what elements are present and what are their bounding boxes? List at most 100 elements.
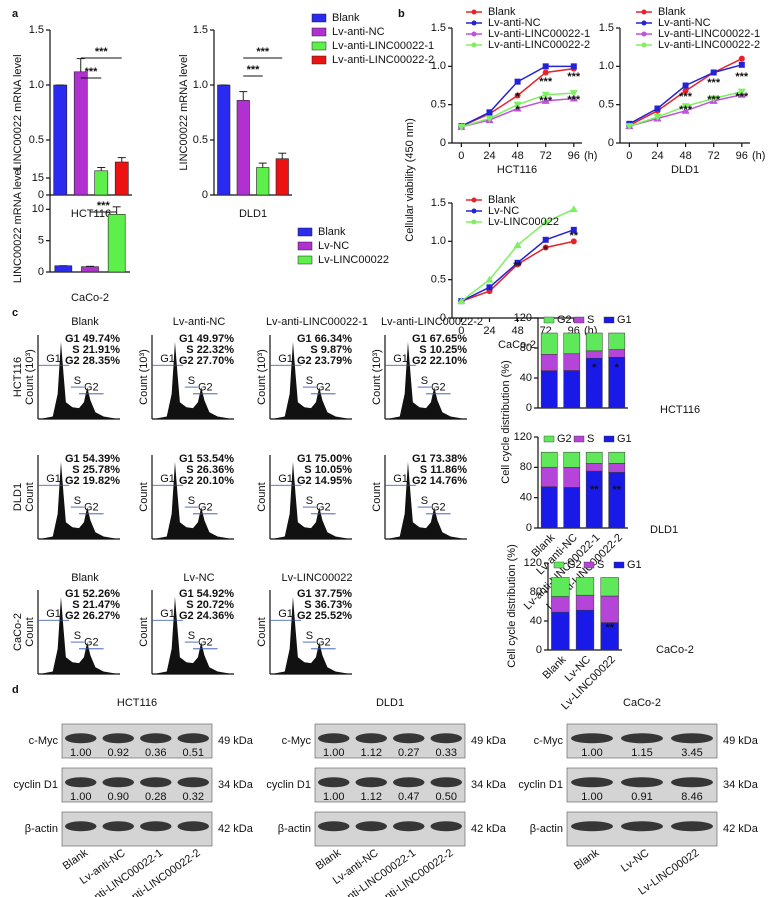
bar-segment xyxy=(551,596,570,613)
bar-segment xyxy=(563,370,581,409)
phase-stat: G1 53.54% xyxy=(179,453,234,465)
phase-stat: G2 23.79% xyxy=(297,355,352,367)
marker xyxy=(682,82,689,89)
marker xyxy=(737,88,746,96)
count-label: Count xyxy=(24,482,36,511)
bar-segment xyxy=(563,353,581,371)
histogram xyxy=(153,461,233,539)
legend-marker xyxy=(641,31,647,37)
bar-segment xyxy=(608,332,626,350)
band xyxy=(65,821,97,832)
band xyxy=(355,777,387,788)
significance: *** xyxy=(567,94,581,106)
kda-label: 34 kDa xyxy=(218,779,254,791)
legend-marker xyxy=(641,42,647,48)
kda-label: 49 kDa xyxy=(723,735,759,747)
phase-stat: G1 73.38% xyxy=(412,453,467,465)
band-quant: 1.15 xyxy=(631,747,652,759)
band-quant: 8.46 xyxy=(681,791,702,803)
y-tick-label: 0.5 xyxy=(431,274,446,286)
band xyxy=(621,777,663,788)
x-tick-label: 24 xyxy=(483,150,495,162)
count-label: Count xyxy=(256,617,268,646)
gate-label: G2 xyxy=(84,502,99,514)
marker xyxy=(541,96,550,104)
x-tick-label: 48 xyxy=(679,150,691,162)
y-tick-label: 1.5 xyxy=(431,22,446,34)
gate-label: G1 xyxy=(393,473,408,485)
gate-label: G1 xyxy=(278,353,293,365)
y-tick-label: 80 xyxy=(530,586,542,598)
gate-label: G1 xyxy=(46,473,61,485)
legend-marker xyxy=(471,20,477,26)
x-axis-title: DLD1 xyxy=(671,164,699,176)
bar xyxy=(81,266,99,273)
gate-label: G2 xyxy=(431,502,446,514)
y-axis-title: Cell cycle distribution (%) xyxy=(500,360,512,483)
x-axis-title: CaCo-2 xyxy=(71,292,109,304)
band-quant: 1.00 xyxy=(581,791,602,803)
phase-stat: S 36.73% xyxy=(304,599,352,611)
bar-segment xyxy=(585,451,603,464)
phase-stat: G1 75.00% xyxy=(297,453,352,465)
band-quant: 0.91 xyxy=(631,791,652,803)
gate-label: S xyxy=(306,630,313,642)
marker xyxy=(542,244,549,251)
protein-label: cyclin D1 xyxy=(266,779,311,791)
bar-segment xyxy=(575,577,595,596)
marker xyxy=(514,78,521,85)
gate-label: G1 xyxy=(46,608,61,620)
gate-label: G1 xyxy=(46,353,61,365)
phase-stat: S 26.36% xyxy=(186,464,234,476)
marker xyxy=(457,123,466,131)
blot-title: HCT116 xyxy=(117,697,157,709)
y-tick-label: 40 xyxy=(520,492,532,504)
y-tick-label: 1.5 xyxy=(431,197,446,209)
x-tick-label: 48 xyxy=(511,325,523,337)
significance: *** xyxy=(707,77,721,89)
marker xyxy=(570,226,577,233)
y-axis-title: Cellular viability (450 nm) xyxy=(404,118,416,242)
y-tick-label: 0.5 xyxy=(431,99,446,111)
legend-swatch xyxy=(573,316,585,324)
bar xyxy=(114,161,129,196)
kda-label: 49 kDa xyxy=(471,735,507,747)
bar xyxy=(256,167,270,196)
histogram xyxy=(39,461,119,539)
marker xyxy=(513,241,522,249)
marker xyxy=(681,103,690,111)
kda-label: 34 kDa xyxy=(723,779,759,791)
legend-label: Lv-NC xyxy=(318,240,349,252)
panel-letter: c xyxy=(12,307,18,319)
band-quant: 0.27 xyxy=(398,747,419,759)
band xyxy=(65,733,97,744)
y-tick-label: 120 xyxy=(524,557,542,569)
column-header: Lv-LINC00022 xyxy=(282,572,353,584)
gate-label: G2 xyxy=(316,637,331,649)
legend-marker xyxy=(471,31,477,37)
band xyxy=(177,733,209,744)
cell-line-label: CaCo-2 xyxy=(656,644,694,656)
y-tick-label: 0 xyxy=(608,137,614,149)
marker xyxy=(682,87,689,94)
band xyxy=(355,733,387,744)
y-tick-label: 1.0 xyxy=(599,60,614,72)
band-quant: 1.00 xyxy=(323,747,344,759)
legend-swatch xyxy=(553,561,565,569)
x-tick-label: 72 xyxy=(540,150,552,162)
column-header: Lv-anti-LINC00022-1 xyxy=(266,316,368,328)
legend-swatch xyxy=(583,561,595,569)
bar-segment xyxy=(563,487,581,529)
error-bar xyxy=(76,58,85,72)
gate-label: G1 xyxy=(160,473,175,485)
error-bar xyxy=(117,157,126,162)
gate-label: G1 xyxy=(278,608,293,620)
y-tick-label: 1.0 xyxy=(193,79,208,91)
band-quant: 0.51 xyxy=(183,747,204,759)
legend-label: Lv-anti-NC xyxy=(488,17,541,29)
legend-swatch xyxy=(603,435,615,443)
marker xyxy=(485,115,494,123)
legend-label: Lv-LINC00022 xyxy=(488,216,559,228)
phase-stat: S 10.25% xyxy=(419,344,467,356)
row-label: HCT116 xyxy=(12,357,24,397)
